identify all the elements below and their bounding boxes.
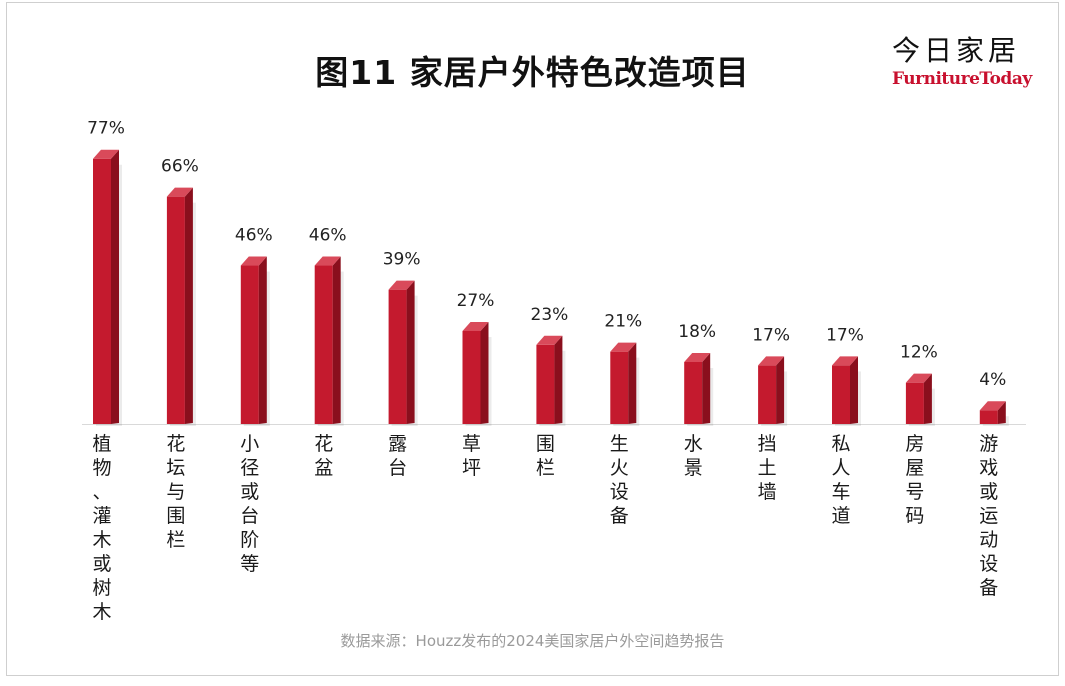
category-label: 露台 [388,433,407,479]
category-label: 围栏 [536,433,555,479]
bar-side [332,256,341,424]
bar-top [684,352,711,362]
data-label: 21% [604,312,642,332]
bar-top [93,149,119,159]
bar-side [184,187,193,424]
category-label: 小径或台阶等 [240,433,259,575]
furniture-today-logo: 今日家居 FurnitureToday [892,34,1032,90]
data-label: 27% [457,291,495,311]
logo-english: FurnitureToday [892,69,1032,89]
data-label: 77% [87,119,125,139]
bar-side [111,149,119,425]
bar-top [314,256,341,266]
bar [166,196,185,424]
bar-top [536,335,563,345]
logo-chinese: 今日家居 [892,34,1021,67]
bar-side [850,356,858,424]
bar-top [610,342,637,352]
data-label: 39% [383,250,421,270]
bar-side [702,352,711,424]
category-label: 花盆 [314,433,333,479]
bar-top [979,401,1006,411]
category-label: 草坪 [462,433,481,479]
bar-top [240,256,267,266]
bar [93,158,111,425]
bar [388,289,407,424]
bar-top [166,187,193,197]
category-label: 水景 [684,433,703,479]
bar [240,265,259,424]
chart-title: 图11 家居户外特色改造项目 [315,53,750,92]
data-source-note: 数据来源：Houzz发布的2024美国家居户外空间趋势报告 [340,632,725,650]
data-label: 12% [900,343,938,363]
category-label: 游戏或运动设备 [979,433,998,599]
bar-side [406,280,415,424]
bar [758,365,777,424]
data-label: 46% [309,226,347,246]
bar-top [388,280,415,290]
bar-side [258,256,267,424]
bar-top [832,356,858,366]
category-label: 房屋号码 [905,433,924,527]
bar-side [776,356,785,424]
bar-side [923,373,932,424]
bar [536,344,555,424]
bar [610,351,629,424]
category-label: 生火设备 [610,433,629,527]
bar [832,365,850,424]
data-label: 18% [678,322,716,342]
data-label: 17% [752,325,790,345]
bar [905,382,924,424]
data-label: 4% [979,370,1006,390]
bar-top [758,356,785,366]
data-label: 17% [826,325,864,345]
bar-side [628,342,637,424]
bar [314,265,333,424]
data-label: 46% [235,226,273,246]
category-label: 挡土墙 [758,433,777,503]
bar-side [997,401,1006,424]
data-label: 23% [531,305,569,325]
bar-side [554,335,563,424]
bar [979,410,998,424]
bar-top [462,321,489,331]
data-label: 66% [161,157,199,177]
category-label: 植物、灌木或树木 [92,433,111,623]
bar [462,330,481,424]
category-label: 花坛与围栏 [166,433,185,551]
bar-top [905,373,932,383]
category-label: 私人车道 [831,433,850,527]
bar [684,361,703,424]
bar-side [480,321,489,424]
